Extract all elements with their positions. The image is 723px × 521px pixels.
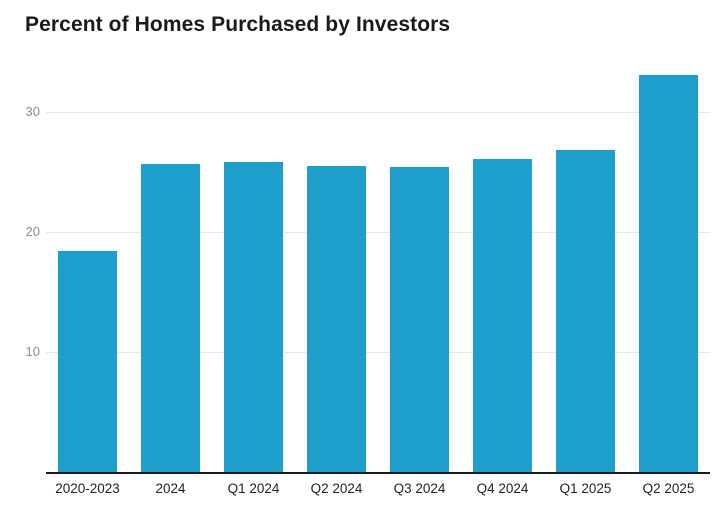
bar-slot xyxy=(295,58,378,472)
bar xyxy=(224,162,283,472)
x-tick-label: 2024 xyxy=(155,481,186,496)
bar xyxy=(639,74,698,472)
bar xyxy=(141,163,200,472)
x-tick-label: Q4 2024 xyxy=(476,481,529,496)
bar xyxy=(390,167,449,472)
bar xyxy=(58,251,117,472)
bar xyxy=(473,158,532,472)
y-tick-label: 10 xyxy=(25,344,40,359)
x-tick-label: Q2 2024 xyxy=(310,481,363,496)
y-tick-label: 30 xyxy=(25,104,40,119)
bar-slot xyxy=(627,58,710,472)
bar-slot xyxy=(46,58,129,472)
bar-slot xyxy=(378,58,461,472)
chart-title: Percent of Homes Purchased by Investors xyxy=(25,13,451,36)
x-tick-label: Q1 2025 xyxy=(559,481,612,496)
bar-slot xyxy=(212,58,295,472)
grid-line xyxy=(46,231,710,233)
x-tick-label: Q1 2024 xyxy=(227,481,280,496)
grid-line xyxy=(46,351,710,353)
x-axis-labels: 2020-2023 2024 Q1 2024 Q2 2024 Q3 2024 Q4 202… xyxy=(46,480,710,497)
bar xyxy=(556,150,615,472)
bar-slot xyxy=(129,58,212,472)
x-tick-label: Q3 2024 xyxy=(393,481,446,496)
grid-line xyxy=(46,111,710,113)
bar-slot xyxy=(461,58,544,472)
x-tick-label: Q2 2025 xyxy=(642,481,695,496)
bar xyxy=(307,166,366,472)
y-tick-label: 20 xyxy=(25,224,40,239)
x-tick-label: 2020-2023 xyxy=(55,481,120,496)
bars-container xyxy=(46,58,710,472)
plot-area xyxy=(46,58,710,474)
bar-slot xyxy=(544,58,627,472)
